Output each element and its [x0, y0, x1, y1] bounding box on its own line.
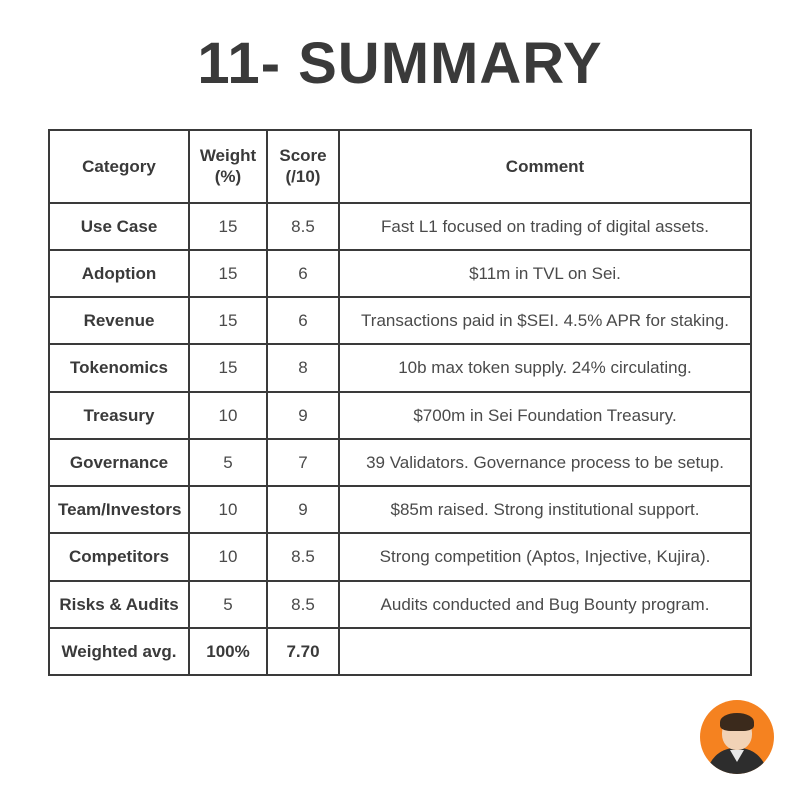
table-body: Use Case158.5Fast L1 focused on trading … — [49, 203, 751, 676]
cell-score: 8.5 — [267, 203, 339, 250]
cell-comment: 39 Validators. Governance process to be … — [339, 439, 751, 486]
cell-category: Tokenomics — [49, 344, 189, 391]
author-avatar — [700, 700, 774, 774]
col-header-score: Score (/10) — [267, 130, 339, 203]
cell-comment: Transactions paid in $SEI. 4.5% APR for … — [339, 297, 751, 344]
table-row: Governance5739 Validators. Governance pr… — [49, 439, 751, 486]
cell-score: 9 — [267, 392, 339, 439]
col-header-comment: Comment — [339, 130, 751, 203]
cell-comment: Strong competition (Aptos, Injective, Ku… — [339, 533, 751, 580]
cell-total-label: Weighted avg. — [49, 628, 189, 675]
cell-category: Competitors — [49, 533, 189, 580]
cell-score: 8.5 — [267, 581, 339, 628]
cell-weight: 15 — [189, 203, 267, 250]
cell-comment: Audits conducted and Bug Bounty program. — [339, 581, 751, 628]
cell-comment: Fast L1 focused on trading of digital as… — [339, 203, 751, 250]
table-row: Competitors108.5Strong competition (Apto… — [49, 533, 751, 580]
cell-weight: 5 — [189, 439, 267, 486]
cell-weight: 15 — [189, 344, 267, 391]
table-total-row: Weighted avg.100%7.70 — [49, 628, 751, 675]
cell-comment: $11m in TVL on Sei. — [339, 250, 751, 297]
cell-category: Treasury — [49, 392, 189, 439]
summary-page: 11- SUMMARY Category Weight (%) Score (/… — [0, 0, 800, 800]
cell-comment: $700m in Sei Foundation Treasury. — [339, 392, 751, 439]
cell-comment: 10b max token supply. 24% circulating. — [339, 344, 751, 391]
avatar-person-icon — [709, 710, 765, 774]
table-row: Risks & Audits58.5Audits conducted and B… — [49, 581, 751, 628]
cell-category: Revenue — [49, 297, 189, 344]
table-row: Tokenomics15810b max token supply. 24% c… — [49, 344, 751, 391]
avatar-circle — [700, 700, 774, 774]
cell-weight: 5 — [189, 581, 267, 628]
cell-category: Adoption — [49, 250, 189, 297]
table-row: Adoption156$11m in TVL on Sei. — [49, 250, 751, 297]
page-title: 11- SUMMARY — [48, 30, 752, 97]
cell-total-comment — [339, 628, 751, 675]
col-header-weight: Weight (%) — [189, 130, 267, 203]
table-row: Revenue156Transactions paid in $SEI. 4.5… — [49, 297, 751, 344]
cell-weight: 15 — [189, 297, 267, 344]
cell-weight: 10 — [189, 392, 267, 439]
cell-score: 9 — [267, 486, 339, 533]
cell-weight: 10 — [189, 533, 267, 580]
table-row: Use Case158.5Fast L1 focused on trading … — [49, 203, 751, 250]
cell-total-score: 7.70 — [267, 628, 339, 675]
table-row: Treasury109$700m in Sei Foundation Treas… — [49, 392, 751, 439]
cell-score: 7 — [267, 439, 339, 486]
cell-category: Governance — [49, 439, 189, 486]
table-row: Team/Investors109$85m raised. Strong ins… — [49, 486, 751, 533]
table-header-row: Category Weight (%) Score (/10) Comment — [49, 130, 751, 203]
cell-score: 6 — [267, 250, 339, 297]
cell-category: Use Case — [49, 203, 189, 250]
cell-category: Risks & Audits — [49, 581, 189, 628]
cell-total-weight: 100% — [189, 628, 267, 675]
cell-weight: 15 — [189, 250, 267, 297]
cell-score: 6 — [267, 297, 339, 344]
cell-category: Team/Investors — [49, 486, 189, 533]
cell-comment: $85m raised. Strong institutional suppor… — [339, 486, 751, 533]
summary-table: Category Weight (%) Score (/10) Comment … — [48, 129, 752, 676]
cell-score: 8.5 — [267, 533, 339, 580]
col-header-category: Category — [49, 130, 189, 203]
cell-weight: 10 — [189, 486, 267, 533]
cell-score: 8 — [267, 344, 339, 391]
